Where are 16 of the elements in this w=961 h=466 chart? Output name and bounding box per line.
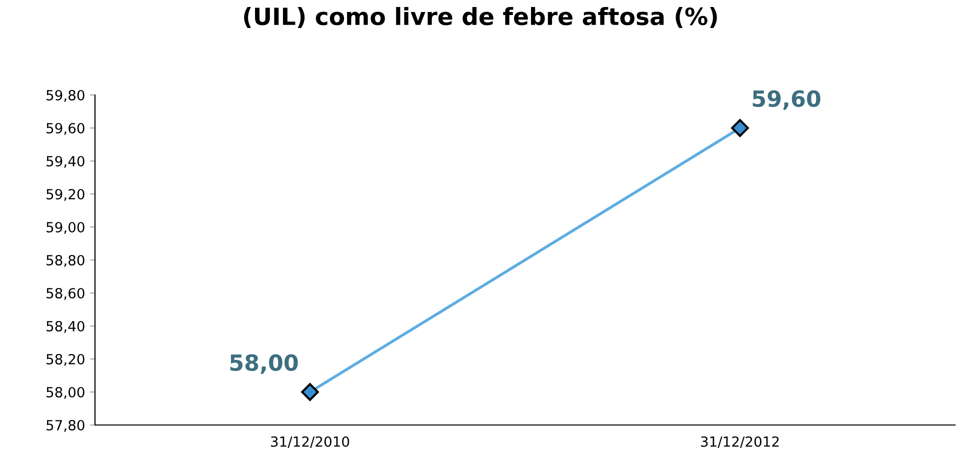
y-tick-label: 58,40	[46, 320, 84, 333]
y-tick-label: 59,80	[46, 90, 84, 102]
x-tick-label: 31/12/2010	[271, 436, 350, 448]
y-tick-label: 58,00	[46, 386, 84, 399]
y-tick-label: 57,80	[46, 420, 84, 432]
y-tick-label: 58,20	[46, 354, 84, 366]
x-tick-label: 31/12/2012	[701, 436, 779, 448]
y-tick-label: 59,20	[46, 188, 84, 201]
chart-title: (UIL) como livre de febre aftosa (%)	[244, 6, 717, 28]
data-label: 58,00	[230, 354, 298, 374]
y-tick-label: 58,60	[46, 288, 84, 300]
data-label: 59,60	[752, 90, 820, 110]
y-tick-label: 58,80	[46, 254, 84, 267]
y-tick-label: 59,40	[46, 156, 84, 168]
y-tick-label: 59,60	[46, 122, 84, 135]
y-tick-label: 59,00	[46, 222, 84, 234]
